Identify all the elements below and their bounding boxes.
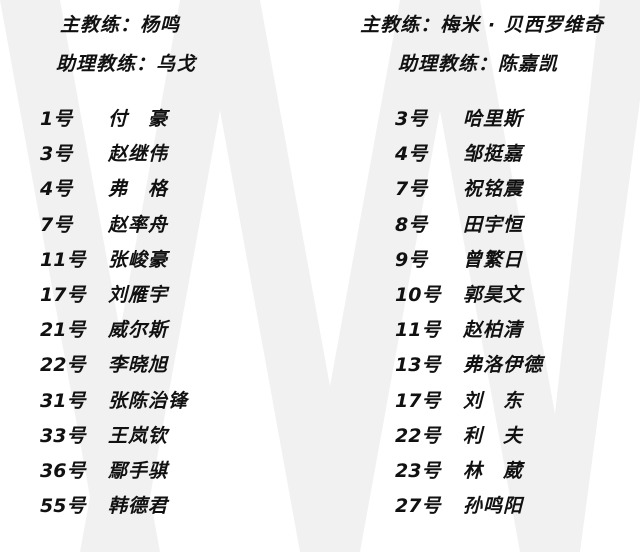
player-number: 3号 [40,143,73,166]
player-name: 曾繁日 [463,248,524,271]
player-number: 11号 [395,319,441,342]
left-assistant-coach: 助理教练：乌戈 [55,53,197,75]
player-number: 17号 [395,389,441,412]
player-number: 8号 [395,213,428,236]
player-number: 17号 [40,284,86,306]
player-number: 55号 [40,495,86,518]
player-name: 威尔斯 [108,319,169,342]
player-number: 13号 [395,354,441,377]
player-number: 7号 [395,178,428,201]
player-name: 付 豪 [108,108,169,130]
player-name: 张峻豪 [108,248,169,271]
player-number: 1号 [40,108,73,130]
right-head-coach: 主教练：梅米 · 贝西罗维奇 [360,14,604,36]
player-name: 邹挺嘉 [463,143,524,166]
player-name: 赵柏清 [463,319,524,342]
player-number: 21号 [40,319,86,342]
right-assistant-coach: 助理教练：陈嘉凯 [397,53,559,75]
player-name: 林 葳 [463,460,524,482]
player-name: 赵继伟 [108,143,169,166]
player-name: 韩德君 [108,495,169,518]
player-number: 3号 [395,108,428,130]
player-name: 孙鸣阳 [463,495,524,518]
player-number: 27号 [395,495,441,518]
player-number: 7号 [40,213,73,236]
player-number: 36号 [40,460,86,482]
player-number: 4号 [40,178,73,201]
player-name: 刘雁宇 [108,284,169,306]
player-name: 田宇恒 [463,213,524,236]
player-name: 赵率舟 [108,213,169,236]
player-name: 利 夫 [463,424,524,447]
player-number: 9号 [395,248,428,271]
player-number: 22号 [395,424,441,447]
player-name: 弗 格 [108,178,169,201]
player-number: 11号 [40,248,86,271]
player-number: 33号 [40,424,86,447]
player-number: 31号 [40,389,86,412]
left-head-coach: 主教练：杨鸣 [59,14,181,36]
player-name: 哈里斯 [463,108,524,130]
player-name: 祝铭震 [463,178,524,201]
player-name: 李晓旭 [108,354,169,377]
player-name: 郭昊文 [463,284,524,306]
player-name: 王岚钦 [108,424,169,447]
player-number: 10号 [395,284,441,306]
player-number: 4号 [395,143,428,166]
player-number: 22号 [40,354,86,377]
player-name: 鄢手骐 [108,460,169,482]
player-number: 23号 [395,460,441,482]
player-name: 弗洛伊德 [463,354,544,377]
player-name: 张陈治锋 [108,389,189,412]
player-name: 刘 东 [463,389,524,412]
